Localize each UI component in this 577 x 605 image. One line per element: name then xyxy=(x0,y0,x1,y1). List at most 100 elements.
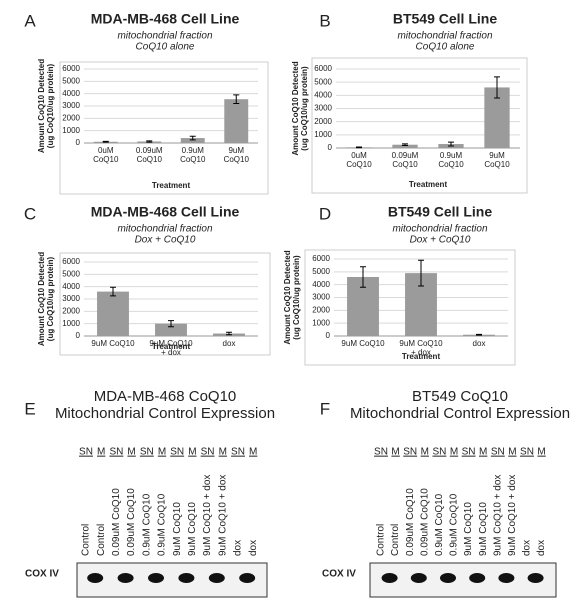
y-tick-label: 2000 xyxy=(62,113,80,122)
band xyxy=(440,573,456,583)
band xyxy=(208,573,225,583)
y-axis-label: Amount CoQ10 Detected xyxy=(291,61,300,155)
row-label: COX IV xyxy=(322,569,356,580)
band xyxy=(498,573,515,583)
y-tick-label: 0 xyxy=(328,143,333,152)
y-tick-label: 4000 xyxy=(62,282,80,291)
error-bar xyxy=(226,331,232,336)
lane-label: 0.9uM CoQ10 xyxy=(449,493,460,556)
error-bar xyxy=(494,76,500,99)
fraction-label: SN xyxy=(462,447,476,458)
blot-title: Mitochondrial Control Expression xyxy=(350,405,570,422)
fraction-label: M xyxy=(127,447,135,458)
x-tick-label: 9uM CoQ10 xyxy=(223,146,249,164)
chart-subtitle: CoQ10 alone xyxy=(136,42,195,53)
x-tick-label-box: dox xyxy=(222,339,236,348)
y-tick-label: 0 xyxy=(76,138,81,147)
bar xyxy=(224,99,249,143)
x-axis-label: Treatment xyxy=(409,180,448,189)
y-tick-label: 5000 xyxy=(62,269,80,278)
y-tick-label: 6000 xyxy=(62,257,80,266)
row-label: COX IV xyxy=(25,569,59,580)
x-tick-label: 0uM CoQ10 xyxy=(346,151,372,169)
fraction-label: SN xyxy=(491,447,505,458)
lane-label: dox xyxy=(248,540,259,556)
x-axis-label: Treatment xyxy=(402,352,441,361)
lane-label: 9uM CoQ10 + dox xyxy=(507,475,518,556)
x-tick-label-box: 9uM CoQ10 xyxy=(91,339,134,348)
y-tick-label: 4000 xyxy=(314,90,332,99)
y-axis-label: Amount CoQ10 Detected xyxy=(37,59,46,153)
lane-label: 0.9uM CoQ10 xyxy=(157,493,168,556)
chart-subtitle: mitochondrial fraction xyxy=(397,31,492,42)
y-tick-label: 1000 xyxy=(312,318,330,327)
y-axis-label: (ug CoQ10/ug protein) xyxy=(292,255,301,340)
fraction-label: SN xyxy=(140,447,154,458)
fraction-label: M xyxy=(219,447,227,458)
y-tick-label: 1000 xyxy=(62,126,80,135)
x-tick-label: dox xyxy=(222,339,236,348)
error-bar xyxy=(476,333,482,336)
bar xyxy=(155,323,187,336)
fraction-label: M xyxy=(249,447,257,458)
band xyxy=(527,573,544,583)
fraction-label: M xyxy=(450,447,458,458)
band xyxy=(410,573,427,583)
y-tick-label: 5000 xyxy=(62,76,80,85)
x-tick-label-box: 9uM CoQ10 xyxy=(484,151,509,169)
y-axis-label: (ug CoQ10/ug protein) xyxy=(300,66,309,151)
lane-label: 0.09uM CoQ10 xyxy=(405,488,416,556)
y-tick-label: 0 xyxy=(76,331,81,340)
band xyxy=(178,573,195,583)
x-tick-label: 0.09uM CoQ10 xyxy=(391,151,419,169)
lane-label: dox xyxy=(522,540,533,556)
x-tick-label-box: 9uM CoQ10 xyxy=(341,339,385,348)
x-tick-label-box: 9uM CoQ10 + dox xyxy=(399,339,442,357)
y-tick-label: 3000 xyxy=(312,293,330,302)
error-bar xyxy=(168,320,174,328)
y-tick-label: 5000 xyxy=(314,77,332,86)
blot xyxy=(369,562,557,598)
lane-label: 9uM CoQ10 xyxy=(172,502,183,556)
error-bar xyxy=(102,140,109,143)
panel-label: C xyxy=(24,204,36,223)
band xyxy=(469,573,486,583)
fraction-label: SN xyxy=(374,447,388,458)
fraction-label: M xyxy=(508,447,516,458)
x-tick-label-box: dox xyxy=(473,339,486,348)
error-bar xyxy=(233,94,240,105)
fraction-label: M xyxy=(188,447,196,458)
x-tick-label-box: 0.9uM CoQ10 xyxy=(438,151,463,169)
y-tick-label: 4000 xyxy=(62,89,80,98)
chart-frame xyxy=(311,57,528,194)
chart-frame xyxy=(59,61,269,195)
chart-title: MDA-MB-468 Cell Line xyxy=(91,11,240,27)
y-tick-label: 1000 xyxy=(62,319,80,328)
x-tick-label: 0.9uM CoQ10 xyxy=(180,146,206,164)
lane-label: dox xyxy=(233,540,244,556)
chart-title: BT549 Cell Line xyxy=(393,11,497,27)
y-tick-label: 2000 xyxy=(62,306,80,315)
band xyxy=(381,573,398,583)
x-axis-label: Treatment xyxy=(152,342,191,351)
error-bar xyxy=(418,259,424,287)
fraction-label: SN xyxy=(201,447,215,458)
bar xyxy=(97,291,129,336)
error-bar xyxy=(360,266,366,288)
panel-label: A xyxy=(24,11,36,30)
bar xyxy=(392,144,418,148)
y-tick-label: 3000 xyxy=(62,294,80,303)
y-tick-label: 3000 xyxy=(314,104,332,113)
y-axis-label: Amount CoQ10 Detected xyxy=(37,252,46,346)
blot-title: Mitochondrial Control Expression xyxy=(55,405,275,422)
fraction-label: SN xyxy=(432,447,446,458)
x-axis-label: Treatment xyxy=(152,181,191,190)
chart-subtitle: Dox + CoQ10 xyxy=(135,235,196,246)
x-tick-label: 9uM CoQ10 xyxy=(341,339,385,348)
chart-subtitle: mitochondrial fraction xyxy=(117,224,212,235)
x-tick-label-box: 0uM CoQ10 xyxy=(93,146,118,164)
fraction-label: M xyxy=(391,447,399,458)
panel-label: B xyxy=(319,11,330,30)
y-tick-label: 6000 xyxy=(312,254,330,263)
fraction-label: SN xyxy=(109,447,123,458)
